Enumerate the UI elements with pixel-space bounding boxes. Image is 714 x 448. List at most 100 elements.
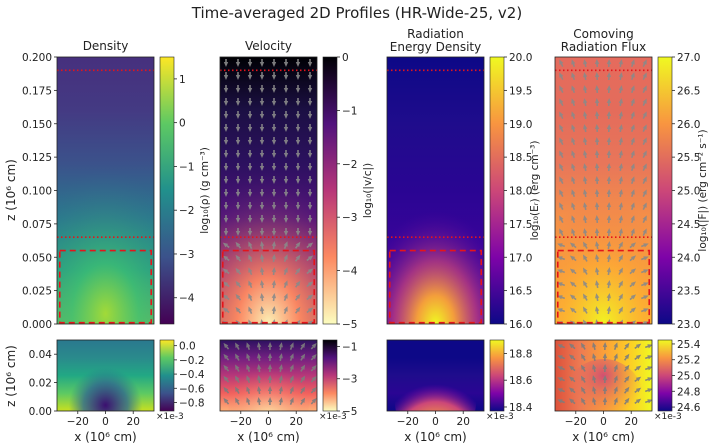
panel-3-top-colorbar [489, 56, 505, 325]
panels-layer: Density 1 0 −1 −2 −3 −4 0.0 −0.2 −0.4 −0.6 −0.8 log₁… [22, 27, 709, 444]
bottom-ytick-label-2: 0.02 [29, 378, 52, 390]
top-ytick-label-9: 0.000 [22, 319, 52, 331]
top-ytick-label-6: 0.075 [22, 219, 52, 231]
panel-1-zoom-box [58, 249, 153, 324]
panel-1-bottom-field [57, 340, 154, 411]
panel-3-xtick-label-2: 0 [432, 416, 439, 428]
panel-1: Density 1 0 −1 −2 −3 −4 0.0 −0.2 −0.4 −0.6 −0.8 log₁… [56, 39, 211, 444]
panel-1-xtick-label-2: 0 [102, 416, 109, 428]
top-ytick-label-4: 0.125 [22, 152, 52, 164]
panel-4-top-cbar-label-7: 24.0 [677, 252, 700, 264]
panel-1-top-cbar-label-2: 0 [179, 118, 186, 130]
panel-1-cbar-title: log₁₀(ρ) (g cm⁻³) [199, 147, 211, 234]
panel-4-title-2: Radiation Flux [561, 40, 646, 54]
panel-4-title-1: Comoving [573, 27, 633, 41]
panel-3-bottom-colorbar [489, 339, 505, 412]
panel-3-xtick-label-1: −20 [397, 416, 419, 428]
panel-2-bottom-cbar-label-3: −5 [342, 406, 357, 418]
top-ylabel: z (10⁶ cm) [4, 159, 18, 221]
top-ytick-label-2: 0.175 [22, 85, 52, 97]
panel-1-top-field [57, 57, 154, 324]
panel-2-top-colorbar [322, 56, 338, 325]
panel-2-xtick-label-1: −20 [230, 416, 252, 428]
panel-4-top-field [555, 57, 652, 324]
panel-4-x-scale-note: ×1e-3 [654, 412, 682, 422]
top-ytick-label-8: 0.025 [22, 286, 52, 298]
panel-1-bottom-cbar-label-5: −0.8 [179, 397, 205, 409]
panel-4-top-cbar-label-1: 27.0 [677, 52, 700, 64]
panel-1-top-cbar-label-1: 1 [179, 74, 186, 86]
bottom-ytick-label-3: 0.00 [29, 406, 52, 418]
bottom-ytick-label-1: 0.04 [29, 349, 53, 361]
panel-3-bottom-cbar-label-2: 18.6 [509, 375, 533, 387]
figure-title: Time-averaged 2D Profiles (HR-Wide-25, v… [191, 4, 522, 22]
panel-4-top-cbar-label-9: 23.0 [677, 319, 700, 331]
panel-4-zoom-box [556, 249, 651, 324]
panel-1-top-cbar-label-5: −3 [179, 249, 194, 261]
panel-3-bottom-field [387, 340, 484, 411]
panel-1-xtick-label-1: −20 [67, 416, 89, 428]
panel-1-xtick-label-3: 20 [127, 416, 140, 428]
panel-1-bottom-colorbar [159, 339, 175, 412]
panel-2-top-cbar-label-5: −4 [342, 266, 358, 278]
panel-4-bottom-cbar-label-1: 25.4 [677, 339, 701, 351]
panel-4-bottom-cbar-label-4: 24.8 [677, 386, 700, 398]
panel-1-bottom-cbar-label-4: −0.6 [179, 383, 205, 395]
panel-3-top-cbar-label-8: 16.5 [509, 286, 532, 298]
top-ytick-label-5: 0.100 [22, 186, 52, 198]
top-ytick-label-1: 0.200 [22, 52, 52, 64]
panel-4-top-cbar-label-6: 24.5 [677, 219, 700, 231]
panel-2-zoom-box [221, 249, 316, 324]
panel-2-bottom-colorbar [322, 339, 338, 412]
panel-4-xtick-label-1: −20 [565, 416, 587, 428]
panel-4-top-cbar-label-4: 25.5 [677, 152, 700, 164]
panel-3-top-cbar-label-4: 18.5 [509, 152, 532, 164]
panel-4-top-cbar-label-5: 25.0 [677, 186, 700, 198]
panel-4-top-cbar-label-2: 26.5 [677, 85, 700, 97]
panel-2-bottom-field [220, 340, 317, 411]
panel-4-xlabel: x (10⁶ cm) [572, 430, 634, 444]
panel-2-bottom-vectors [223, 342, 317, 406]
panel-2-cbar-title: log₁₀(|v/c|) [362, 163, 374, 218]
panel-4-bottom-cbar-label-3: 25.0 [677, 371, 700, 383]
panel-4-bottom-cbar-label-2: 25.2 [677, 355, 700, 367]
panel-3-top-cbar-label-2: 19.5 [509, 85, 532, 97]
panel-2-top-frame [219, 56, 318, 325]
panel-3-title-1: Radiation [407, 27, 464, 41]
panel-3-top-cbar-label-6: 17.5 [509, 219, 532, 231]
panel-2-top-cbar-label-3: −2 [342, 159, 357, 171]
panel-2-xlabel: x (10⁶ cm) [237, 430, 299, 444]
panel-4-bottom-cbar-label-5: 24.6 [677, 402, 701, 414]
panel-3-zoom-box [388, 249, 483, 324]
panel-2-xtick-label-3: 20 [290, 416, 303, 428]
panel-3-bottom-cbar-label-1: 18.8 [509, 348, 532, 360]
panel-2-top-cbar-label-2: −1 [342, 105, 357, 117]
panel-1-bottom-cbar-label-1: 0.0 [179, 341, 196, 353]
panel-2-top-cbar-label-6: −5 [342, 319, 357, 331]
panel-4-top-frame [554, 56, 653, 325]
panel-1-x-scale-note: ×1e-3 [156, 412, 184, 422]
panel-3-top-cbar-label-5: 18.0 [509, 186, 532, 198]
panel-1-title-1: Density [83, 39, 129, 53]
panel-4-xtick-label-3: 20 [625, 416, 638, 428]
panel-1-top-cbar-label-3: −1 [179, 161, 194, 173]
panel-2: Velocity 0 −1 −2 −3 −4 −5 −1 −3 −5 log₁₀(|v/c|) −20… [219, 39, 374, 444]
panel-2-top-field [220, 57, 317, 324]
panel-3-cbar-title: log₁₀(Eᵣ) (erg cm⁻³) [529, 141, 541, 241]
panel-1-bottom-cbar-label-2: −0.2 [179, 355, 205, 367]
panel-2-top-cbar-label-4: −3 [342, 212, 357, 224]
panel-2-bottom-cbar-label-2: −3 [342, 374, 357, 386]
panel-3-top-cbar-label-9: 16.0 [509, 319, 532, 331]
top-ytick-label-3: 0.150 [22, 119, 52, 131]
panel-4-top-vectors [557, 59, 649, 324]
panel-3-top-field [387, 57, 484, 324]
panel-3-top-cbar-label-3: 19.0 [509, 119, 532, 131]
panel-3-top-cbar-label-1: 20.0 [509, 52, 532, 64]
bottom-ylabel: z (10⁶ cm) [4, 345, 18, 407]
panel-4-bottom-vectors [557, 342, 652, 406]
panel-4-top-cbar-label-3: 26.0 [677, 119, 700, 131]
panel-3-xlabel: x (10⁶ cm) [404, 430, 466, 444]
